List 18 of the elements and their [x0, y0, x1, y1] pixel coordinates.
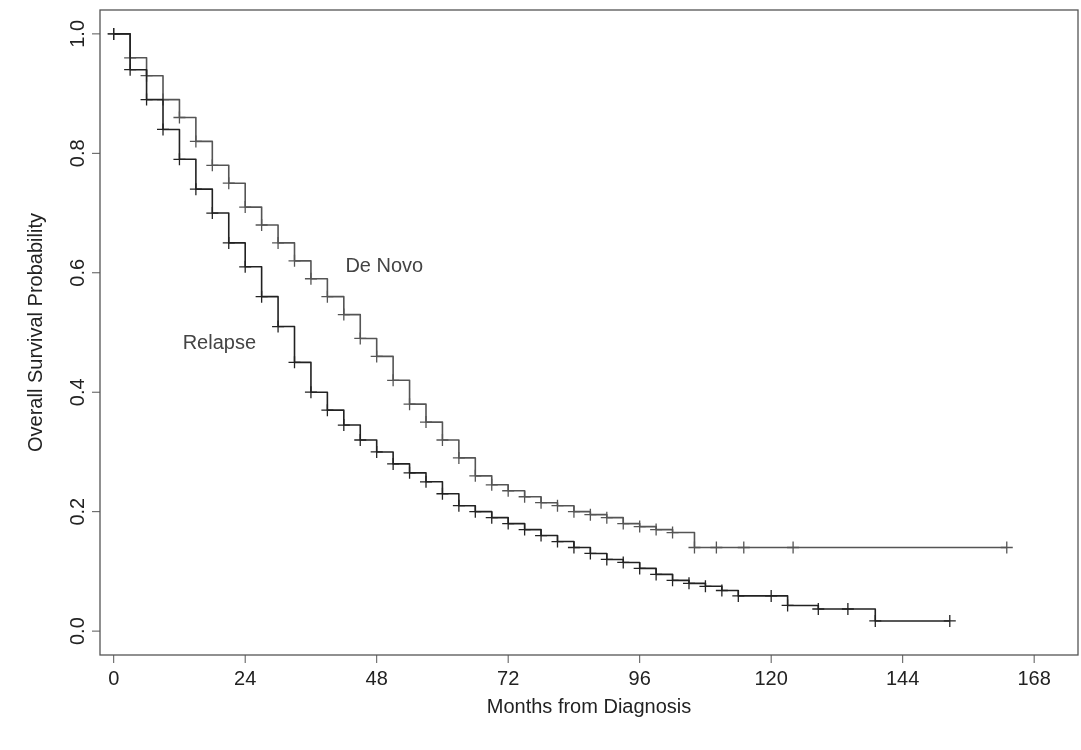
x-tick-label: 48	[365, 667, 388, 689]
y-tick-label: 0.6	[66, 258, 88, 287]
x-tick-label: 72	[497, 667, 520, 689]
y-tick-label: 0.0	[66, 617, 88, 646]
x-tick-label: 168	[1017, 667, 1051, 689]
x-tick-label: 96	[628, 667, 651, 689]
series-label: De Novo	[345, 253, 424, 276]
x-tick-label: 120	[754, 667, 788, 689]
series-label: Relapse	[182, 330, 257, 353]
x-axis-title: Months from Diagnosis	[486, 695, 692, 717]
y-tick-label: 0.2	[66, 497, 88, 526]
x-tick-label: 144	[885, 667, 920, 689]
y-tick-label: 0.8	[66, 139, 88, 168]
y-tick-label: 1.0	[66, 19, 88, 48]
x-tick-label: 0	[108, 667, 120, 689]
y-tick-label: 0.4	[66, 378, 88, 407]
x-tick-label: 24	[234, 667, 257, 689]
y-axis-title: Overall Survival Probability	[24, 213, 46, 452]
